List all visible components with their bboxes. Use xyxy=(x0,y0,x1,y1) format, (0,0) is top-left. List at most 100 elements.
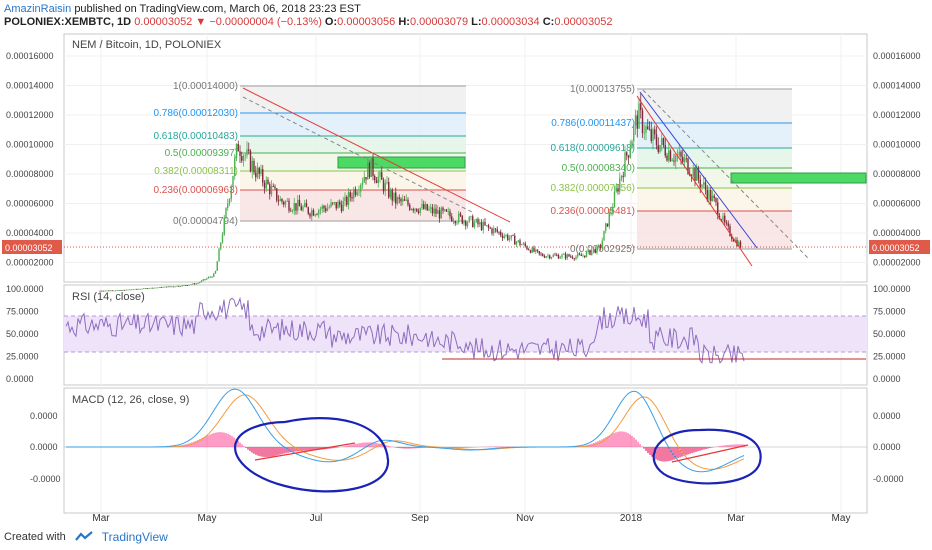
candle-body xyxy=(330,202,332,207)
candle-body xyxy=(386,182,388,183)
candle-body xyxy=(200,280,203,283)
candle-body xyxy=(195,283,197,285)
candle-body xyxy=(505,235,507,237)
macd-histogram-bar xyxy=(675,447,677,459)
macd-histogram-bar xyxy=(699,447,701,451)
candle-body xyxy=(732,239,735,242)
candle-body xyxy=(685,158,687,160)
candle-body xyxy=(123,289,126,291)
candle-body xyxy=(129,289,131,291)
candle-body xyxy=(232,175,234,187)
macd-histogram-bar xyxy=(683,447,685,456)
candle-body xyxy=(389,189,392,198)
candle-body xyxy=(101,290,103,292)
candle-body xyxy=(400,198,402,202)
candle-body xyxy=(428,208,430,211)
tradingview-brand[interactable]: TradingView xyxy=(101,530,168,544)
candle-body xyxy=(687,158,689,174)
resistance-box xyxy=(730,172,867,184)
trendline xyxy=(636,95,753,267)
candle-body xyxy=(524,243,526,247)
candle-body xyxy=(151,287,154,289)
macd-histogram-bar xyxy=(467,447,469,448)
candle-body xyxy=(722,215,724,221)
resistance-box xyxy=(337,156,466,169)
fib-level-label: 0.5(0.00008340) xyxy=(562,163,635,174)
candle-body xyxy=(122,289,124,291)
candle-body xyxy=(332,202,334,204)
macd-histogram-bar xyxy=(269,447,271,457)
trendline-dashed xyxy=(642,89,809,259)
candle-body xyxy=(164,286,166,288)
candle-body xyxy=(407,199,409,205)
candle-body xyxy=(167,286,169,288)
y-tick-label-right: 0.00016000 xyxy=(873,51,921,61)
candle-body xyxy=(347,192,350,205)
macd-histogram-bar xyxy=(275,447,277,456)
candle-body xyxy=(132,289,134,291)
candle-body xyxy=(533,247,535,252)
macd-histogram-bar xyxy=(707,447,709,449)
candle-body xyxy=(566,254,568,259)
candle-body xyxy=(682,156,684,162)
candle-body xyxy=(421,203,423,208)
macd-histogram-bar xyxy=(273,447,275,457)
chart-canvas[interactable]: Mar May Jul Sep Nov 2018 Mar May 0.00016000 0.000… xyxy=(0,0,932,528)
macd-histogram-bar xyxy=(647,447,649,454)
candle-body xyxy=(510,235,512,239)
candle-body xyxy=(314,214,316,216)
macd-histogram-bar xyxy=(379,443,381,447)
macd-histogram-bar xyxy=(709,447,711,449)
candle-body xyxy=(624,152,626,177)
candle-body xyxy=(508,238,511,240)
candle-body xyxy=(559,257,561,259)
macd-histogram-bar xyxy=(365,442,367,447)
last-price: 0.00003052 xyxy=(134,16,193,28)
macd-histogram-bar xyxy=(219,432,221,447)
macd-histogram-bar xyxy=(599,440,601,447)
candle-body xyxy=(382,179,385,192)
macd-histogram-bar xyxy=(247,447,249,450)
macd-histogram-bar xyxy=(233,437,235,447)
candle-body xyxy=(556,254,558,256)
macd-histogram-bar xyxy=(255,447,257,455)
macd-histogram-bar xyxy=(731,444,733,447)
macd-histogram-bar xyxy=(643,447,645,449)
macd-histogram-bar xyxy=(413,447,415,449)
macd-histogram-bar xyxy=(211,433,213,447)
candle-body xyxy=(220,242,222,249)
footer: Created with TradingView xyxy=(4,528,168,546)
candle-body xyxy=(452,221,455,223)
candle-body xyxy=(592,249,595,252)
macd-histogram-bar xyxy=(349,445,351,447)
author-link[interactable]: AmazinRaisin xyxy=(4,3,72,15)
candle-body xyxy=(692,168,694,177)
tradingview-logo-icon xyxy=(74,531,93,541)
trendline-blue xyxy=(639,91,758,249)
candle-body xyxy=(727,223,729,227)
candle-body xyxy=(153,287,155,289)
candle-body xyxy=(613,191,616,208)
y-tick-label-right: 0.00006000 xyxy=(873,199,921,209)
macd-histogram-bar xyxy=(293,447,295,452)
candle-body xyxy=(594,249,596,253)
macd-histogram-bar xyxy=(703,447,705,450)
macd-histogram-bar xyxy=(679,447,681,458)
candle-body xyxy=(377,176,379,184)
candle-body xyxy=(374,176,376,181)
macd-histogram-bar xyxy=(209,434,211,447)
candle-body xyxy=(493,228,495,234)
fib-level-label: 1(0.00013755) xyxy=(570,84,635,95)
candle-body xyxy=(181,285,183,287)
candle-body xyxy=(494,228,497,230)
fib-level-label: 0.618(0.00009618) xyxy=(550,143,635,154)
macd-histogram-bar xyxy=(493,446,495,447)
candle-body xyxy=(141,288,143,290)
candle-body xyxy=(209,276,211,278)
macd-histogram-bar xyxy=(723,445,725,447)
fib-zone-right xyxy=(637,123,792,148)
candle-body xyxy=(573,258,575,260)
candle-body xyxy=(671,160,673,162)
annotation-line xyxy=(254,442,356,461)
candle-body xyxy=(258,167,260,174)
